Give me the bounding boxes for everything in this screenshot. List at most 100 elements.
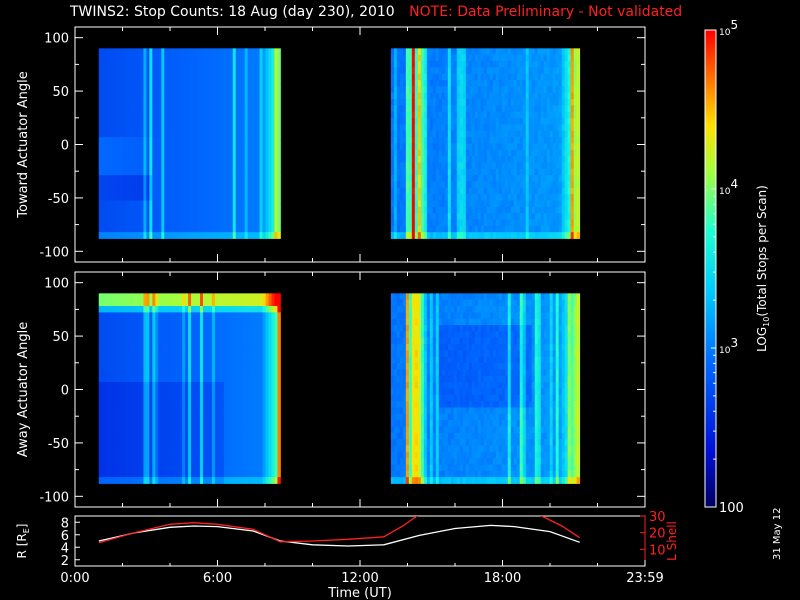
heatmap-cell: [390, 105, 395, 113]
heatmap-cell: [170, 369, 174, 377]
heatmap-cell: [143, 439, 147, 446]
heatmap-cell: [495, 206, 500, 214]
heatmap-cell: [200, 149, 204, 157]
heatmap-cell: [137, 118, 141, 125]
heatmap-cell: [462, 219, 467, 227]
heatmap-cell: [101, 337, 106, 345]
heatmap-cell: [525, 187, 530, 195]
heatmap-cell: [486, 61, 491, 68]
heatmap-cell: [208, 293, 213, 301]
heatmap-cell: [134, 61, 138, 68]
heatmap-cell: [104, 426, 109, 434]
heatmap-cell: [561, 99, 566, 106]
heatmap-cell: [185, 401, 189, 408]
heatmap-cell: [197, 61, 201, 68]
heatmap-cell: [426, 194, 431, 201]
heatmap-cell: [420, 48, 425, 56]
heatmap-cell: [146, 299, 150, 307]
heatmap-cell: [176, 86, 180, 94]
heatmap-cell: [492, 219, 497, 227]
heatmap-cell: [444, 206, 449, 214]
heatmap-cell: [116, 130, 120, 138]
heatmap-cell: [534, 181, 539, 189]
heatmap-cell: [185, 464, 189, 472]
heatmap-cell: [534, 111, 539, 119]
heatmap-cell: [438, 143, 443, 151]
heatmap-cell: [191, 312, 195, 320]
heatmap-cell: [546, 61, 551, 68]
heatmap-cell: [205, 200, 210, 208]
heatmap-cell: [441, 206, 446, 214]
heatmap-cell: [510, 232, 515, 239]
heatmap-cell: [561, 194, 566, 201]
heatmap-cell: [128, 382, 132, 389]
heatmap-cell: [137, 369, 141, 377]
heatmap-cell: [444, 67, 449, 75]
heatmap-cell: [498, 99, 503, 106]
heatmap-cell: [164, 181, 168, 189]
heatmap-cell: [137, 451, 141, 459]
heatmap-cell: [555, 225, 560, 233]
heatmap-cell: [256, 175, 260, 182]
heatmap-cell: [134, 200, 138, 208]
heatmap-cell: [426, 225, 431, 233]
heatmap-cell: [182, 181, 186, 189]
heatmap-cell: [176, 48, 180, 56]
heatmap-cell: [134, 356, 138, 364]
heatmap-cell: [226, 73, 231, 81]
heatmap-cell: [119, 445, 123, 453]
heatmap-cell: [149, 426, 153, 434]
heatmap-cell: [205, 213, 210, 220]
heatmap-cell: [164, 331, 168, 339]
heatmap-cell: [244, 175, 249, 182]
heatmap-cell: [116, 432, 120, 440]
heatmap-cell: [432, 118, 437, 125]
heatmap-cell: [211, 73, 216, 81]
heatmap-cell: [185, 369, 189, 377]
heatmap-cell: [173, 458, 177, 465]
heatmap-cell: [244, 48, 249, 56]
heatmap-cell: [101, 299, 106, 307]
heatmap-cell: [116, 445, 120, 453]
heatmap-cell: [531, 111, 536, 119]
heatmap-cell: [149, 439, 153, 446]
heatmap-cell: [519, 73, 524, 81]
heatmap-cell: [525, 143, 530, 151]
heatmap-cell: [456, 200, 461, 208]
heatmap-cell: [116, 375, 120, 383]
heatmap-cell: [205, 86, 210, 94]
heatmap-cell: [208, 470, 213, 478]
heatmap-cell: [110, 130, 115, 138]
heatmap-cell: [444, 232, 449, 239]
heatmap-cell: [188, 299, 192, 307]
heatmap-cell: [564, 200, 569, 208]
heatmap-cell: [200, 206, 204, 214]
heatmap-cell: [244, 118, 249, 125]
heatmap-cell: [420, 61, 425, 68]
heatmap-cell: [420, 54, 425, 62]
heatmap-cell: [131, 306, 135, 313]
heatmap-cell: [140, 407, 144, 415]
heatmap-cell: [98, 54, 103, 62]
heatmap-cell: [235, 99, 240, 106]
heatmap-cell: [122, 401, 126, 408]
heatmap-cell: [98, 149, 103, 157]
heatmap-cell: [507, 219, 512, 227]
heatmap-cell: [208, 458, 213, 465]
heatmap-cell: [119, 394, 123, 402]
heatmap-cell: [128, 401, 132, 408]
heatmap-cell: [119, 299, 123, 307]
heatmap-cell: [456, 54, 461, 62]
heatmap-cell: [155, 219, 159, 227]
heatmap-cell: [546, 187, 551, 195]
heatmap-cell: [134, 413, 138, 421]
heatmap-cell: [525, 73, 530, 81]
heatmap-cell: [158, 105, 162, 113]
heatmap-cell: [477, 105, 482, 113]
heatmap-cell: [104, 124, 109, 132]
heatmap-cell: [128, 432, 132, 440]
heatmap-cell: [444, 168, 449, 176]
heatmap-cell: [146, 92, 150, 100]
heatmap-cell: [176, 200, 180, 208]
heatmap-cell: [423, 61, 428, 68]
